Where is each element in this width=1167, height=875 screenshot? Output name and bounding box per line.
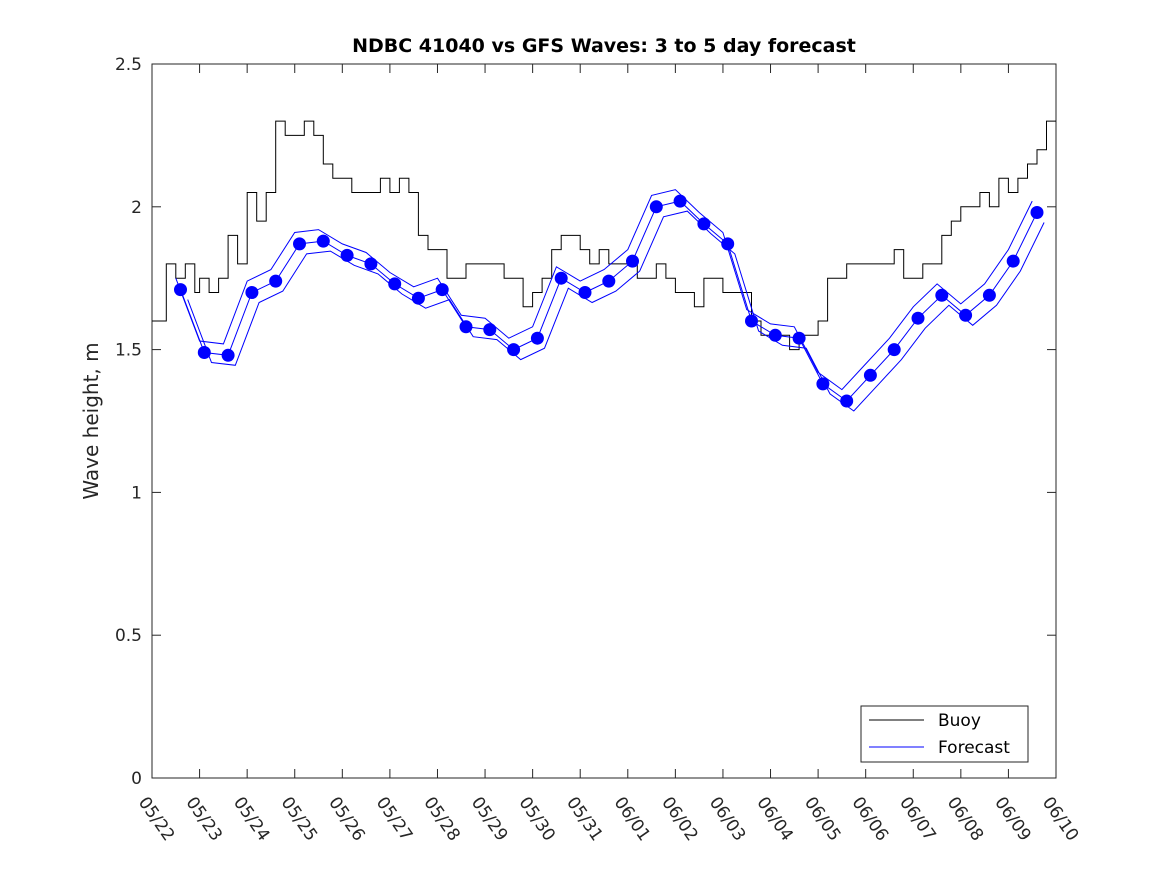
forecast-point [174, 283, 187, 297]
y-tick-label: 2.5 [115, 55, 142, 75]
forecast-point [388, 277, 402, 291]
legend-buoy-label: Buoy [938, 711, 981, 731]
forecast-point [959, 308, 973, 322]
forecast-point [697, 217, 711, 231]
forecast-point [602, 274, 616, 288]
forecast-run-line [175, 189, 1033, 391]
forecast-point [863, 368, 877, 382]
y-axis-label: Wave height, m [79, 342, 103, 499]
legend-forecast-label: Forecast [938, 738, 1010, 758]
plot-area [151, 63, 1057, 779]
forecast-point [459, 320, 473, 334]
legend: Buoy Forecast [860, 705, 1029, 763]
chart-title: NDBC 41040 vs GFS Waves: 3 to 5 day fore… [352, 35, 856, 57]
forecast-point [768, 328, 782, 342]
forecast-point [507, 343, 521, 357]
forecast-point [554, 271, 568, 285]
forecast-point [1030, 206, 1044, 219]
forecast-point [530, 331, 544, 345]
y-tick-label: 2 [131, 198, 142, 218]
forecast-point [911, 311, 925, 325]
y-tick-label: 0 [131, 769, 142, 789]
forecast-point [626, 254, 639, 268]
forecast-point [197, 346, 211, 359]
forecast-point [792, 331, 806, 345]
forecast-point [840, 394, 854, 408]
forecast-point [411, 291, 425, 305]
forecast-run-line [187, 210, 1045, 412]
forecast-point [435, 283, 449, 297]
y-tick-label: 1.5 [115, 341, 142, 361]
forecast-point [887, 343, 901, 357]
series-layer [152, 120, 1056, 412]
forecast-point [721, 237, 735, 251]
forecast-point [745, 314, 758, 328]
y-tick-label: 1 [131, 483, 142, 503]
forecast-point [221, 348, 235, 362]
forecast-point [269, 274, 283, 288]
forecast-point [673, 194, 687, 208]
forecast-point [578, 286, 592, 299]
forecast-point [364, 257, 378, 271]
forecast-point [816, 377, 830, 391]
legend-box [860, 705, 1029, 763]
forecast-point [316, 234, 330, 248]
y-axis: 0 0.5 1 1.5 2 2.5 [115, 55, 1056, 789]
forecast-point [483, 323, 497, 337]
forecast-point [245, 286, 259, 299]
forecast-point [982, 288, 996, 302]
forecast-point [1006, 254, 1020, 268]
y-tick-label: 0.5 [115, 626, 142, 646]
forecast-point [935, 288, 949, 302]
forecast-point [293, 237, 306, 251]
forecast-point [340, 248, 354, 262]
forecast-point [649, 200, 663, 214]
buoy-series-line [152, 120, 1056, 351]
